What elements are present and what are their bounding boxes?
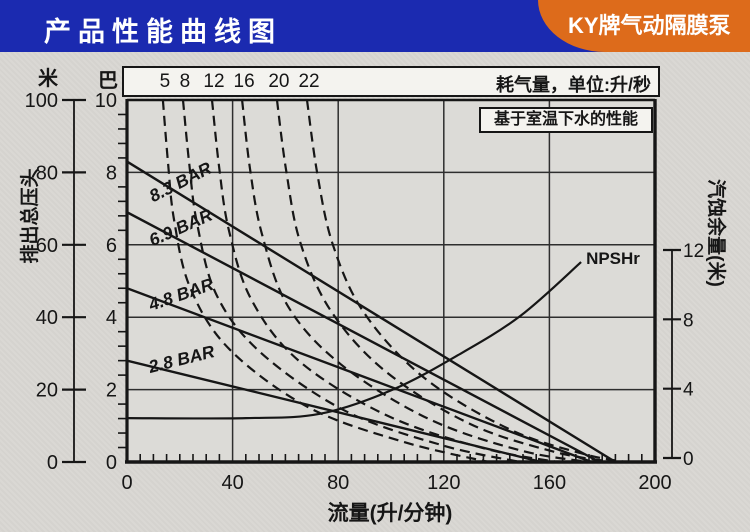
meters-tick-label: 40 [36, 307, 58, 329]
brand-badge: KY牌气动隔膜泵 [538, 0, 750, 52]
npsh-axis: 12 8 4 0 [663, 241, 704, 470]
bar-tick-label: 8 [106, 162, 117, 184]
flow-tick-label: 160 [533, 472, 566, 494]
bar-tick-label: 10 [95, 90, 117, 112]
air-value-20: 20 [268, 71, 290, 92]
flow-axis-labels: 0 40 80 120 160 200 [121, 472, 671, 494]
head-curve-8.3-BAR [126, 160, 617, 464]
bar-tick-label: 6 [106, 235, 117, 257]
air-curve-22 [305, 99, 627, 464]
meters-axis-title: 米 [38, 68, 58, 90]
npsh-tick-label: 12 [683, 241, 704, 262]
npsh-axis-label: 汽蚀余量(米) [705, 179, 726, 287]
meters-tick-label: 20 [36, 380, 58, 402]
bar-tick-label: 4 [106, 307, 117, 329]
meters-tick-label: 0 [47, 452, 58, 474]
meters-tick-label: 80 [36, 162, 58, 184]
air-curve-8 [181, 99, 521, 464]
head-curve-4.8-BAR [126, 287, 593, 464]
air-consumption-curves [161, 99, 627, 464]
header-bar: 产品性能曲线图 KY牌气动隔膜泵 [0, 0, 750, 52]
air-consumption-strip: 耗气量，单位:升/秒 5 8 12 16 20 22 [122, 66, 660, 97]
meters-tick-label: 60 [36, 235, 58, 257]
npshr-label: NPSHr [586, 249, 640, 268]
discharge-head-axis-label: 排出总压头 [20, 168, 41, 264]
air-curve-12 [210, 99, 558, 464]
air-value-16: 16 [233, 71, 255, 92]
brand-badge-label: KY牌气动隔膜泵 [568, 13, 731, 38]
flow-tick-label: 120 [427, 472, 460, 494]
air-consumption-strip-label: 耗气量，单位:升/秒 [496, 75, 651, 95]
bar-axis-labels: 10 8 6 4 2 0 [95, 90, 117, 474]
air-value-12: 12 [203, 71, 225, 92]
npsh-tick-label: 0 [683, 449, 694, 470]
flow-tick-label: 40 [221, 472, 243, 494]
plot-frame [125, 98, 657, 464]
air-value-8: 8 [179, 71, 191, 92]
npsh-tick-label: 4 [683, 380, 694, 401]
page-title: 产品性能曲线图 [44, 17, 282, 47]
flow-tick-label: 200 [638, 472, 671, 494]
air-curve-16 [241, 99, 590, 464]
note-box: 基于室温下水的性能 [479, 107, 653, 133]
air-value-5: 5 [159, 71, 171, 92]
meters-tick-label: 100 [25, 90, 58, 112]
npshr-curve [126, 261, 582, 420]
flow-tick-label: 80 [327, 472, 349, 494]
plot-area [127, 100, 655, 462]
flow-axis-label: 流量(升/分钟) [327, 502, 453, 525]
head-curves [126, 160, 617, 464]
grid [127, 100, 655, 462]
bar-tick-label: 0 [106, 452, 117, 474]
air-curve-20 [275, 99, 613, 464]
meters-axis: 100 80 60 40 20 0 [25, 90, 86, 474]
npsh-tick-label: 8 [683, 310, 694, 331]
minor-ticks [118, 113, 643, 461]
bar-axis-title: 巴 [98, 70, 118, 92]
flow-tick-label: 0 [121, 472, 132, 494]
bar-tick-label: 2 [106, 380, 117, 402]
head-curve-6.9-BAR [126, 211, 601, 464]
air-value-22: 22 [298, 71, 320, 92]
